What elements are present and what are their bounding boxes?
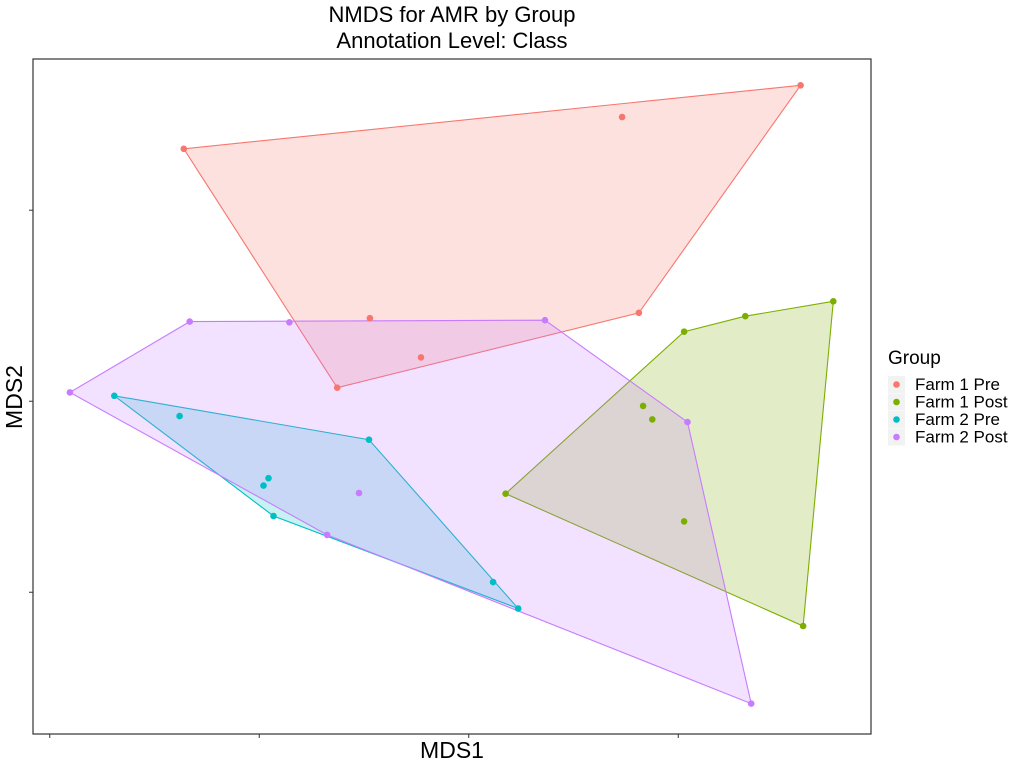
point-farm-2-post-7 [684, 418, 691, 426]
legend-item-farm-1-pre: Farm 1 Pre [888, 375, 1000, 394]
point-farm-2-pre-2 [176, 412, 183, 420]
point-farm-1-post-5 [680, 328, 688, 336]
point-farm-1-pre-1 [180, 145, 188, 153]
point-farm-1-pre-6 [635, 309, 643, 317]
legend-key-farm-1-post [893, 398, 900, 406]
chart-subtitle: Annotation Level: Class [336, 28, 567, 53]
legend-label-farm-1-post: Farm 1 Post [915, 393, 1008, 412]
x-axis-title: MDS1 [420, 737, 484, 763]
point-farm-2-post-8 [747, 700, 755, 707]
point-farm-2-post-3 [286, 319, 293, 326]
hull-layer [68, 84, 834, 705]
point-farm-2-post-2 [186, 318, 193, 325]
plot-panel-border [32, 58, 872, 735]
legend-item-farm-1-post: Farm 1 Post [888, 393, 1008, 412]
point-farm-1-pre-2 [333, 384, 341, 392]
point-farm-1-post-8 [799, 622, 807, 630]
point-farm-2-pre-7 [489, 578, 497, 586]
chart-title: NMDS for AMR by Group [329, 2, 576, 27]
point-farm-2-pre-1 [111, 392, 118, 400]
point-farm-1-post-2 [639, 402, 647, 410]
point-farm-1-pre-7 [797, 82, 804, 89]
legend-item-farm-2-post: Farm 2 Post [888, 428, 1008, 447]
legend-title: Group [888, 348, 941, 369]
point-farm-1-post-4 [680, 518, 688, 525]
point-farm-2-post-5 [323, 531, 331, 539]
legend-key-farm-2-post [893, 433, 900, 441]
y-axis-title: MDS2 [1, 365, 27, 429]
point-farm-1-pre-4 [417, 354, 425, 361]
point-farm-2-pre-6 [365, 436, 373, 444]
point-farm-2-post-1 [66, 389, 74, 396]
point-farm-2-pre-8 [514, 605, 522, 612]
legend-label-farm-1-pre: Farm 1 Pre [915, 375, 1000, 394]
hull-farm-1-post [504, 300, 834, 627]
legend-label-farm-2-post: Farm 2 Post [915, 428, 1008, 447]
point-farm-1-pre-3 [366, 314, 374, 322]
point-farm-1-post-7 [830, 298, 837, 305]
point-farm-1-post-6 [742, 312, 749, 320]
legend-label-farm-2-pre: Farm 2 Pre [915, 410, 1000, 429]
point-farm-2-pre-3 [260, 482, 267, 489]
axis-ticks [29, 209, 679, 738]
point-farm-2-post-6 [355, 489, 363, 497]
point-farm-1-post-1 [502, 490, 509, 498]
point-farm-2-pre-5 [270, 512, 277, 520]
point-farm-2-pre-4 [265, 474, 272, 482]
legend-key-farm-1-pre [893, 381, 900, 388]
legend-key-farm-2-pre [893, 416, 900, 423]
point-layer [66, 82, 837, 707]
legend-item-farm-2-pre: Farm 2 Pre [888, 410, 1000, 429]
point-farm-2-post-4 [541, 316, 549, 324]
point-farm-1-post-3 [649, 416, 656, 423]
point-farm-1-pre-5 [618, 113, 626, 121]
